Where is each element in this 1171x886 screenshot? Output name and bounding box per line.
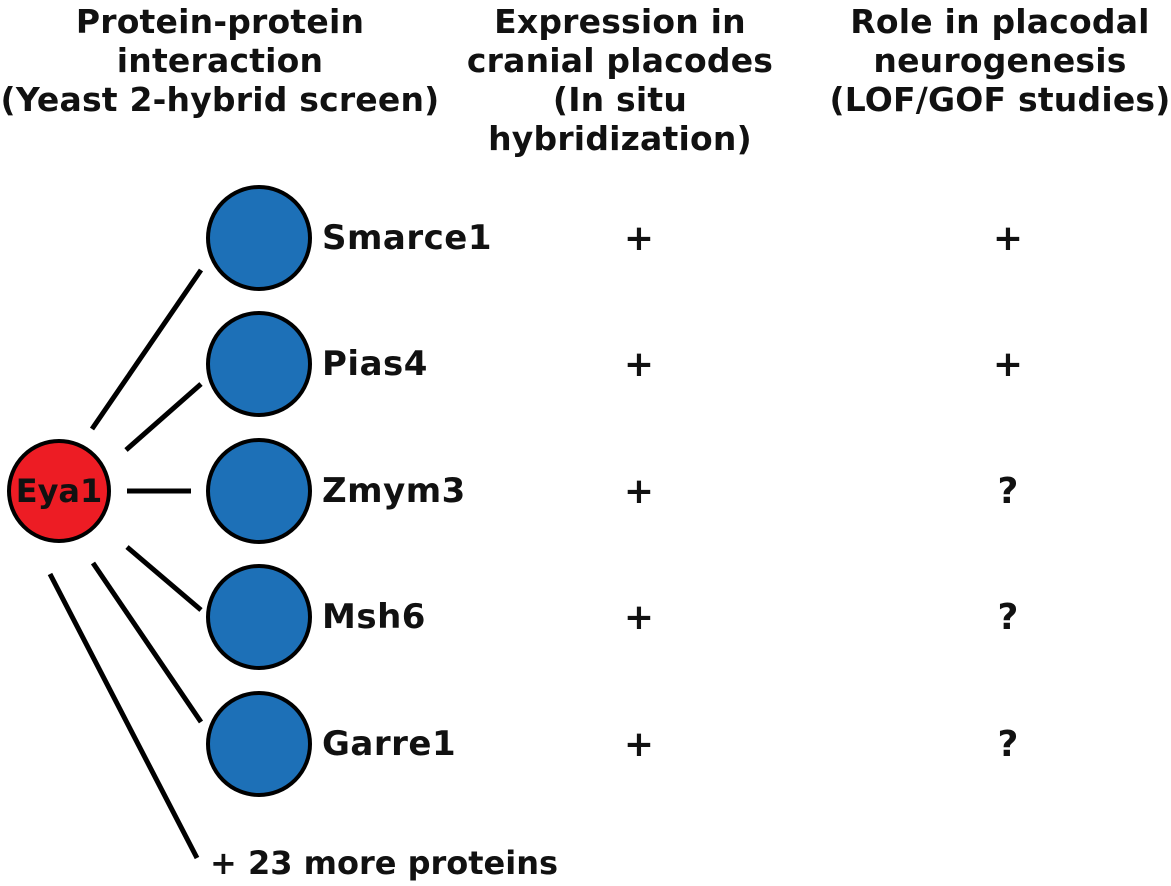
interactor-node-smarce1: [206, 185, 312, 291]
header-line: neurogenesis: [873, 41, 1127, 80]
role-mark-zmym3: ?: [997, 470, 1019, 512]
role-mark-msh6: ?: [997, 596, 1019, 638]
protein-label-smarce1: Smarce1: [322, 218, 492, 258]
header-line: Role in placodal: [850, 2, 1150, 41]
role-mark-pias4: +: [992, 343, 1024, 385]
interactor-node-msh6: [206, 564, 312, 670]
protein-label-msh6: Msh6: [322, 597, 426, 637]
expression-mark-zmym3: +: [623, 470, 655, 512]
protein-label-zmym3: Zmym3: [322, 471, 466, 511]
expression-mark-garre1: +: [623, 723, 655, 765]
header-line: interaction: [116, 41, 324, 80]
protein-label-garre1: Garre1: [322, 724, 457, 764]
header-line: (LOF/GOF studies): [829, 80, 1171, 119]
column-header-interaction: Protein-protein interaction (Yeast 2-hyb…: [0, 2, 440, 119]
hub-node-eya1: [7, 439, 111, 543]
column-header-expression: Expression in cranial placodes (In situ …: [452, 2, 788, 158]
edge-eya1-more-proteins: [47, 572, 200, 860]
role-mark-smarce1: +: [992, 217, 1024, 259]
edge-eya1-msh6: [125, 545, 203, 612]
expression-mark-smarce1: +: [623, 217, 655, 259]
edge-eya1-smarce1: [89, 268, 204, 431]
interactor-node-zmym3: [206, 438, 312, 544]
header-line: cranial placodes: [466, 41, 774, 80]
edge-eya1-garre1: [90, 561, 204, 724]
protein-label-pias4: Pias4: [322, 344, 428, 384]
edge-eya1-pias4: [124, 382, 203, 452]
more-proteins-note: + 23 more proteins: [210, 844, 559, 882]
expression-mark-pias4: +: [623, 343, 655, 385]
header-line: (In situ hybridization): [488, 80, 752, 158]
header-line: Expression in: [494, 2, 746, 41]
role-mark-garre1: ?: [997, 723, 1019, 765]
interactor-node-garre1: [206, 691, 312, 797]
hub-node-label: Eya1: [15, 472, 103, 510]
header-line: (Yeast 2-hybrid screen): [0, 80, 440, 119]
column-header-role: Role in placodal neurogenesis (LOF/GOF s…: [828, 2, 1171, 119]
expression-mark-msh6: +: [623, 596, 655, 638]
header-line: Protein-protein: [75, 2, 365, 41]
interactor-node-pias4: [206, 311, 312, 417]
